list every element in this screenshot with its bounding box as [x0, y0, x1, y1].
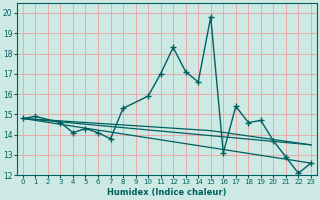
X-axis label: Humidex (Indice chaleur): Humidex (Indice chaleur)	[107, 188, 227, 197]
